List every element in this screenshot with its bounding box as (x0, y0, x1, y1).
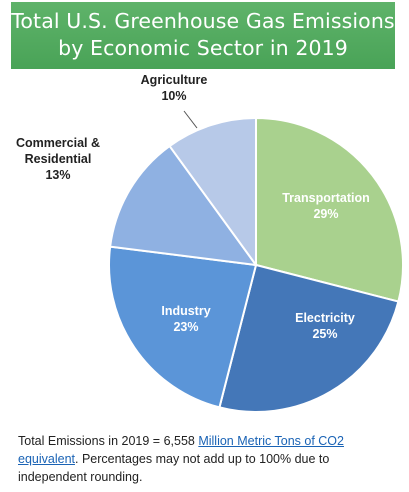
slice-name-commercial-and-residential: Commercial & (16, 136, 100, 150)
slice-name-commercial-and-residential: Residential (25, 152, 92, 166)
slice-value-electricity: 25% (312, 327, 337, 341)
slice-label-agriculture: Agriculture 10% (141, 73, 208, 103)
slice-name-industry: Industry (161, 304, 210, 318)
title-banner: Total U.S. Greenhouse Gas Emissions by E… (11, 2, 395, 69)
pie-slice-commercial-and-residential (109, 145, 257, 266)
chart-title-line-1: Total U.S. Greenhouse Gas Emissions (11, 9, 395, 33)
slice-name-transportation: Transportation (282, 191, 370, 205)
slice-name-agriculture: Agriculture (141, 73, 208, 87)
slice-label-commercial-and-residential: Commercial & Residential 13% (16, 136, 100, 182)
pie-slice-industry (108, 245, 257, 409)
pie-slice-transportation (255, 117, 404, 303)
slice-value-industry: 23% (173, 320, 198, 334)
agriculture-leader-line (183, 110, 198, 129)
footnote: Total Emissions in 2019 = 6,558 Million … (18, 432, 398, 486)
slice-label-electricity: Electricity 25% (295, 311, 355, 341)
slice-value-commercial-and-residential: 13% (45, 168, 70, 182)
slice-label-industry: Industry 23% (161, 304, 210, 334)
footnote-suffix: . Percentages may not add up to 100% due… (18, 452, 330, 484)
units-link[interactable]: Million Metric Tons of CO2 equivalent (18, 434, 344, 466)
pie-labels: Transportation 29% Electricity 25% Industry 2… (16, 73, 370, 341)
footnote-prefix: Total Emissions in 2019 = 6,558 (18, 434, 199, 448)
slice-label-transportation: Transportation 29% (282, 191, 370, 221)
slice-name-electricity: Electricity (295, 311, 355, 325)
slice-value-agriculture: 10% (161, 89, 186, 103)
pie-slice-agriculture (168, 117, 257, 266)
chart-title-line-2: by Economic Sector in 2019 (58, 36, 348, 60)
slice-value-transportation: 29% (313, 207, 338, 221)
pie-slices (108, 117, 404, 413)
pie-slice-electricity (218, 264, 400, 413)
